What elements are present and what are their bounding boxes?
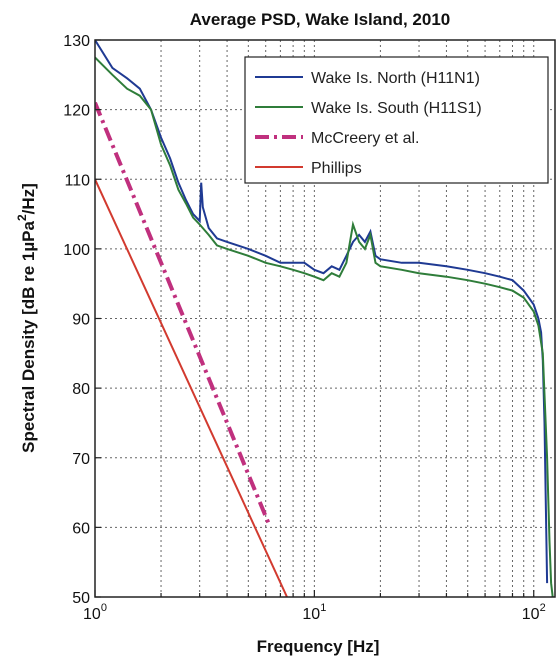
x-tick-label: 100 xyxy=(83,602,107,623)
series-line-1 xyxy=(95,40,549,584)
series-line-3 xyxy=(95,101,271,525)
y-tick-label: 130 xyxy=(63,33,90,50)
x-tick-label: 102 xyxy=(522,602,546,623)
y-tick-label: 110 xyxy=(64,172,90,189)
legend-label-4: Phillips xyxy=(311,160,362,177)
chart-title: Average PSD, Wake Island, 2010 xyxy=(190,10,450,29)
legend-label-3: McCreery et al. xyxy=(311,130,419,147)
series-line-4 xyxy=(95,178,288,597)
series-line-2 xyxy=(95,56,554,597)
y-tick-label: 100 xyxy=(63,242,90,259)
y-tick-label: 120 xyxy=(63,103,90,120)
y-tick-label: 70 xyxy=(72,451,90,468)
y-tick-label: 80 xyxy=(72,381,90,398)
y-tick-label: 60 xyxy=(72,520,90,537)
legend: Wake Is. North (H11N1) Wake Is. South (H1… xyxy=(244,56,549,184)
y-tick-label: 50 xyxy=(72,590,90,607)
x-tick-label: 101 xyxy=(302,602,326,623)
y-axis-label: Spectral Density [dB re 1µPa2/Hz] xyxy=(15,183,38,453)
series-layer xyxy=(95,40,554,597)
plot-area: 50 60 70 80 90 100 110 120 130 100 101 102 Wake Is. … xyxy=(63,33,556,623)
x-axis-label: Frequency [Hz] xyxy=(257,637,380,656)
legend-label-2: Wake Is. South (H11S1) xyxy=(311,100,482,117)
legend-label-1: Wake Is. North (H11N1) xyxy=(311,70,480,87)
y-tick-label: 90 xyxy=(72,312,90,329)
